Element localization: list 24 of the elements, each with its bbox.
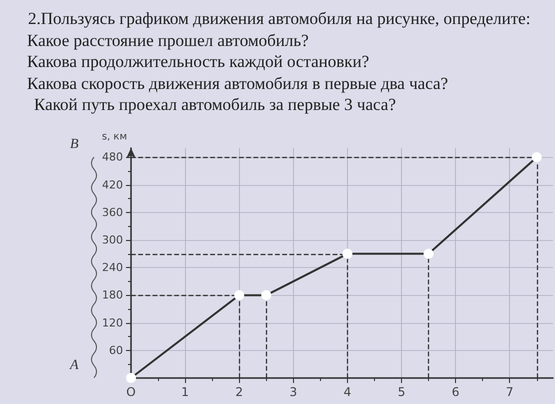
y-tick-label: 420 xyxy=(102,178,123,192)
text: Какое расстояние прошел автомобиль? xyxy=(26,30,310,51)
chart-title: 2.Пользуясь графиком движения автомобиля на рисунке, определите: xyxy=(27,8,532,30)
text: Какова скорость движения автомобиля в первые два часа? xyxy=(26,72,450,94)
x-tick-label: 6 xyxy=(452,385,460,399)
y-tick-label: 240 xyxy=(102,261,123,274)
x-tick-label: 5 xyxy=(398,385,406,399)
y-tick-label: 60 xyxy=(109,344,123,357)
x-tick-label: O xyxy=(126,385,136,399)
text: A xyxy=(70,358,79,374)
y-tick-label: 480 xyxy=(102,150,123,164)
y-tick-label: 120 xyxy=(102,316,123,330)
x-tick-label: 7 xyxy=(506,385,514,399)
x-tick-label: 1 xyxy=(181,385,189,399)
y-axis-title: s, км xyxy=(102,132,127,142)
y-tick-label: 180 xyxy=(102,288,123,302)
y-tick-label: 360 xyxy=(102,206,123,219)
text: Какой путь проехал автомобиль за первые 3 часа? xyxy=(33,94,397,116)
text: Какова продолжительность каждой остановки? xyxy=(26,51,370,72)
x-tick-label: 2 xyxy=(235,385,244,399)
text: B xyxy=(70,137,79,154)
x-tick-label: 3 xyxy=(289,385,298,399)
x-tick-label: 4 xyxy=(344,385,352,399)
y-tick-label: 300 xyxy=(102,234,123,246)
